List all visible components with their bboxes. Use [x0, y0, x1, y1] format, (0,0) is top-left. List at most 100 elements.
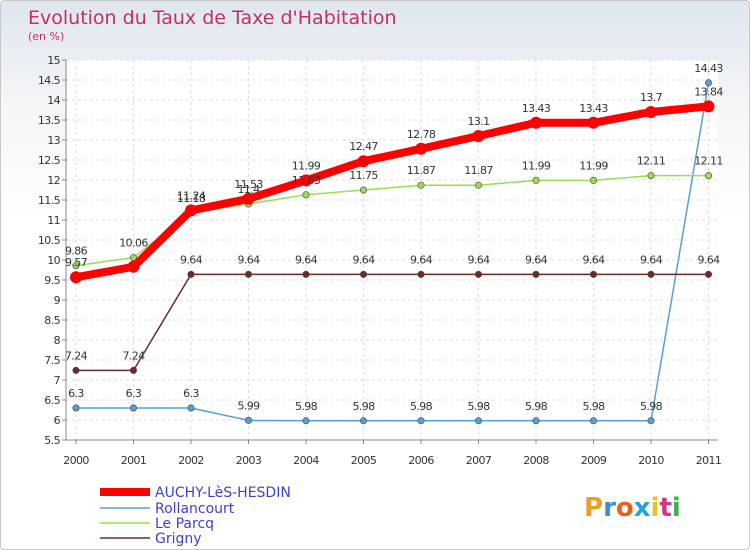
data-label: 11.24 — [177, 189, 206, 202]
logo-text: Proxiti — [584, 493, 681, 523]
data-label: 5.98 — [467, 400, 490, 413]
axes: 5.5 6 6.5 7 7.5 8 8.5 9 9.5 10 10.5 11 11.5 12 12.5 13 1… — [38, 54, 722, 467]
data-label: 9.64 — [295, 253, 318, 266]
x-tick-label: 2005 — [351, 454, 377, 467]
y-tick-label: 10.5 — [38, 234, 61, 247]
y-tick-label: 14.5 — [38, 74, 61, 87]
y-tick-label: 8 — [54, 334, 61, 347]
data-point — [472, 130, 485, 142]
y-tick-label: 8.5 — [44, 314, 60, 327]
data-label: 7.24 — [122, 349, 145, 362]
data-label: 11.99 — [522, 159, 551, 172]
series-line — [75, 273, 710, 372]
data-point — [704, 172, 712, 180]
data-label: 5.98 — [295, 400, 318, 413]
data-label: 11.63 — [292, 174, 321, 187]
data-point — [72, 262, 80, 270]
data-label: 11.4 — [237, 183, 260, 196]
data-point — [415, 142, 427, 155]
y-tick-label: 9.5 — [44, 274, 60, 287]
y-tick-label: 13 — [47, 134, 60, 147]
y-tick-label: 12.5 — [38, 154, 61, 167]
data-label: 6.3 — [126, 387, 142, 400]
data-label: 9.64 — [640, 253, 663, 266]
data-point — [187, 270, 195, 278]
x-tick-label: 2007 — [466, 454, 492, 467]
logo-letter: o — [616, 493, 634, 523]
data-point — [70, 271, 82, 284]
x-tick-label: 2010 — [638, 454, 664, 467]
logo-letter: P — [584, 493, 603, 523]
data-point — [130, 366, 138, 374]
logo-letter: t — [659, 493, 671, 523]
y-tick-label: 13.5 — [38, 114, 61, 127]
data-point — [417, 181, 425, 189]
data-label: 5.98 — [352, 400, 375, 413]
chart-subtitle: (en %) — [28, 30, 64, 43]
y-tick-label: 11.5 — [38, 194, 61, 207]
series-line — [75, 82, 710, 422]
data-label: 11.87 — [407, 164, 436, 177]
data-label: 9.64 — [525, 253, 548, 266]
data-label: 11.99 — [579, 159, 608, 172]
data-point — [474, 181, 482, 189]
data-point — [532, 176, 540, 184]
data-point — [302, 417, 310, 425]
logo-letter: i — [672, 493, 681, 523]
data-point — [530, 116, 542, 129]
data-label: 5.99 — [237, 399, 260, 412]
data-point — [587, 116, 600, 129]
data-label: 13.7 — [640, 91, 663, 104]
data-label: 9.64 — [180, 253, 203, 266]
y-tick-label: 12 — [47, 174, 60, 187]
data-point — [647, 270, 655, 278]
proxiti-logo: Proxiti — [584, 493, 681, 523]
data-label: 5.98 — [525, 400, 548, 413]
data-point — [357, 155, 370, 168]
x-tick-label: 2011 — [696, 454, 722, 467]
data-point — [245, 416, 253, 424]
data-point — [532, 417, 540, 425]
data-label: 9.64 — [352, 253, 375, 266]
data-label: 5.98 — [410, 400, 433, 413]
y-tick-label: 5.5 — [44, 434, 60, 447]
data-label: 12.11 — [637, 155, 666, 168]
legend-label: Rollancourt — [155, 501, 235, 517]
data-point — [647, 417, 655, 425]
data-label: 11.18 — [177, 192, 206, 205]
data-label: 9.64 — [237, 253, 260, 266]
data-point — [187, 404, 195, 412]
y-tick-label: 7.5 — [44, 354, 60, 367]
x-tick-label: 2006 — [408, 454, 434, 467]
data-point — [704, 79, 712, 87]
x-tick-label: 2003 — [236, 454, 262, 467]
data-point — [245, 270, 253, 278]
y-tick-label: 6 — [54, 414, 61, 427]
data-label: 9.64 — [697, 253, 720, 266]
data-point — [589, 417, 597, 425]
data-label: 9.64 — [582, 253, 605, 266]
series-grigny — [72, 270, 712, 374]
data-point — [359, 186, 367, 194]
logo-letter: i — [651, 493, 660, 523]
data-label: 11.87 — [464, 164, 493, 177]
data-label: 9.64 — [467, 253, 490, 266]
data-label: 12.78 — [407, 128, 436, 141]
series-auchy-l-s-hesdin — [70, 100, 715, 284]
data-label: 11.75 — [349, 169, 378, 182]
data-label: 12.47 — [349, 140, 378, 153]
data-point — [647, 172, 655, 180]
chart-title: Evolution du Taux de Taxe d'Habitation — [28, 7, 397, 29]
data-point — [242, 192, 255, 205]
x-tick-label: 2001 — [121, 454, 147, 467]
x-tick-label: 2004 — [293, 454, 319, 467]
data-point — [474, 417, 482, 425]
data-point — [704, 270, 712, 278]
data-point — [127, 260, 140, 273]
logo-letter: r — [603, 493, 616, 523]
data-label: 12.11 — [694, 155, 723, 168]
data-label: 6.3 — [183, 387, 199, 400]
logo-letter: x — [634, 493, 651, 523]
